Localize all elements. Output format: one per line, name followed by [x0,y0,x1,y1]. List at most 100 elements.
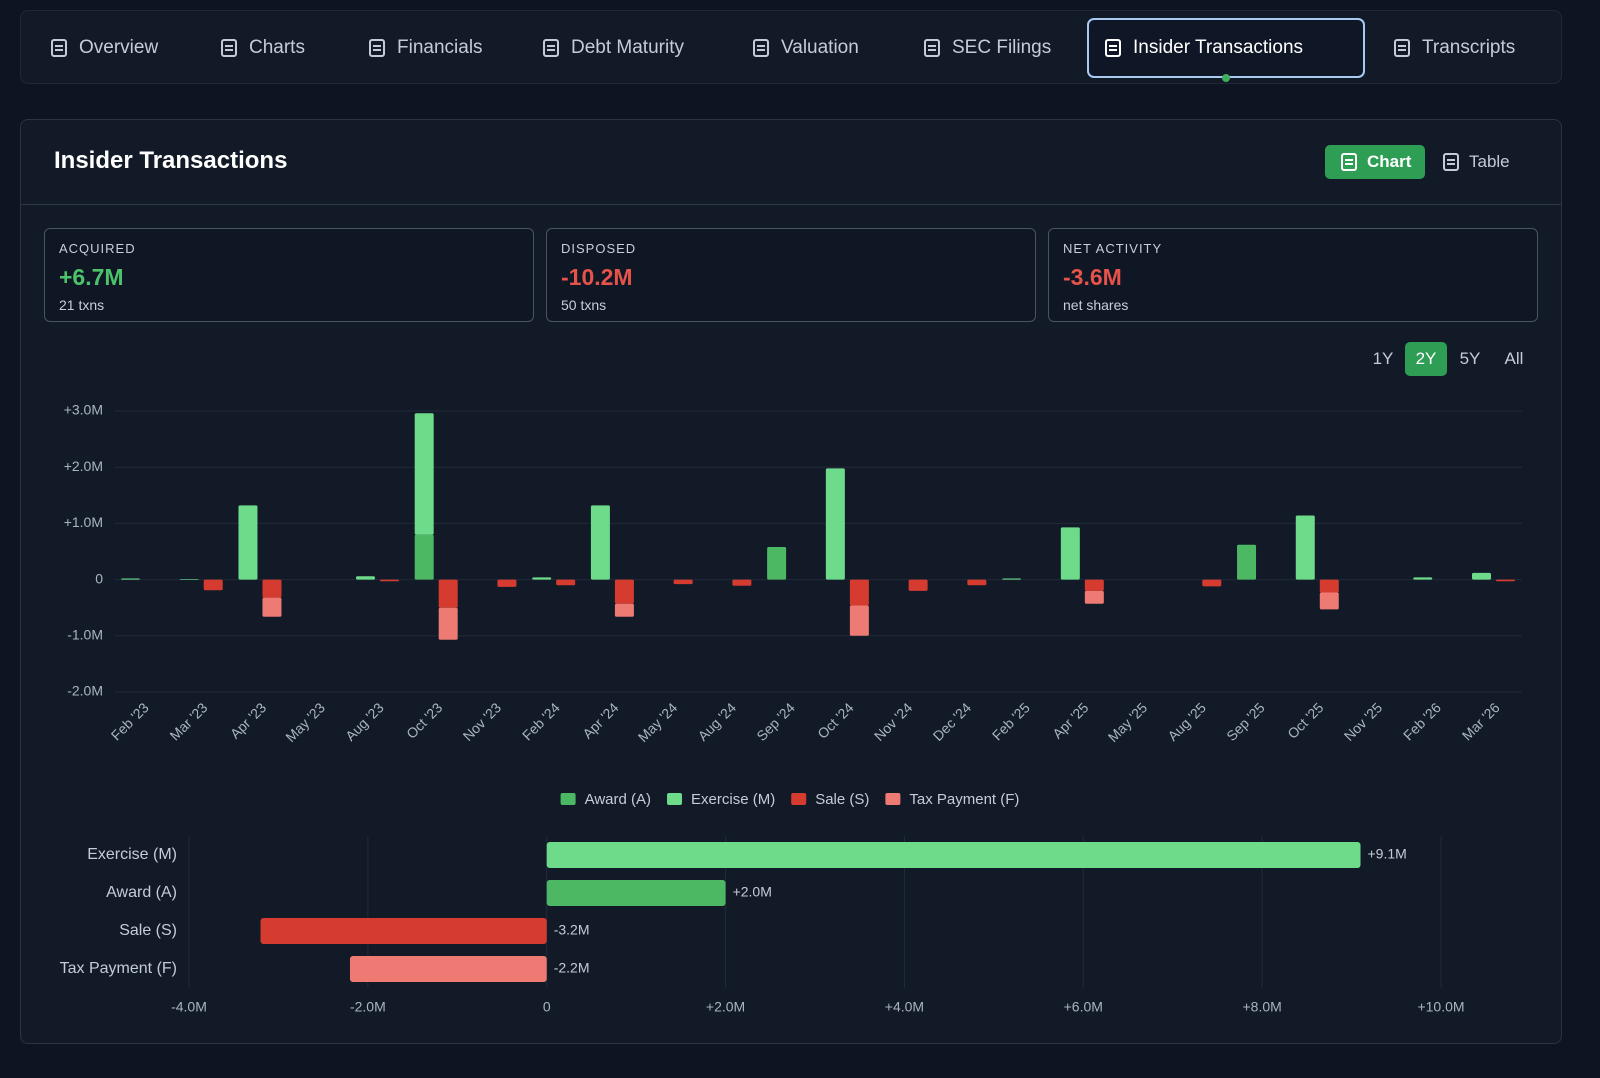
header-divider [21,204,1561,205]
view-button[interactable]: Table [1427,145,1524,179]
bar [438,579,458,608]
x-tick-label: Nov '25 [1341,699,1386,744]
nav-tab[interactable]: SEC Filings [908,18,1065,78]
tab-label: Charts [249,37,305,58]
x-tick-label: Sep '24 [753,699,798,744]
icon-shape [753,39,769,57]
x-tick-label: 0 [543,999,551,1015]
icon-shape [1443,153,1459,171]
y-tick-label: +3.0M [64,402,103,418]
nav-tab[interactable]: Insider Transactions [1087,18,1365,78]
active-dot [1222,74,1230,82]
range-button[interactable]: 1Y [1372,349,1394,368]
x-tick-label: Mar '26 [1459,699,1503,743]
y-tick-label: -1.0M [67,627,103,643]
category-label: Tax Payment (F) [60,960,177,977]
card-value: +6.7M [59,264,124,290]
icon [543,39,559,57]
value-label: +9.1M [1368,846,1407,862]
card-label: NET ACTIVITY [1063,241,1163,256]
x-tick-label: May '24 [635,699,681,745]
x-tick-label: Feb '26 [1400,699,1444,743]
x-tick-label: Feb '25 [989,699,1033,743]
icon [51,39,67,57]
range-button[interactable]: All [1504,349,1524,368]
icon [924,39,940,57]
icon [753,39,769,57]
bar [1060,527,1080,580]
bar [238,505,258,580]
card-value: -3.6M [1063,264,1122,290]
card-note: net shares [1063,297,1129,313]
tab-label: Insider Transactions [1133,37,1304,58]
category-label: Sale (S) [119,922,177,939]
bar [1084,579,1104,591]
bar [767,547,787,580]
legend-swatch [885,793,901,805]
view-label: Chart [1367,152,1412,171]
value-label: -3.2M [554,922,590,938]
nav-tab[interactable]: Transcripts [1378,18,1529,78]
x-tick-label: +4.0M [885,999,924,1015]
icon [1394,39,1410,57]
x-tick-label: Apr '25 [1049,699,1092,742]
y-tick-label: +2.0M [64,458,103,474]
bar [262,597,282,617]
icon-shape [924,39,940,57]
bar [121,578,140,580]
stat-card: DISPOSED -10.2M 50 txns [546,228,1036,322]
card-value: -10.2M [561,264,633,290]
bar [414,534,434,580]
bar [1202,579,1222,587]
nav-tab[interactable]: Financials [353,18,497,78]
x-tick-label: Aug '24 [695,699,740,744]
bar [262,579,282,598]
x-tick-label: Nov '23 [460,699,505,744]
value-label: -2.2M [554,960,590,976]
nav-tab[interactable]: Valuation [737,18,873,78]
stat-card: NET ACTIVITY -3.6M net shares [1048,228,1538,322]
nav-tab[interactable]: Debt Maturity [527,18,698,78]
category-label: Award (A) [106,884,177,901]
y-tick-label: +1.0M [64,514,103,530]
bar [203,579,223,591]
legend-label: Exercise (M) [691,791,775,808]
legend-swatch [560,793,576,805]
nav-tab[interactable]: Overview [35,18,172,78]
x-tick-label: Oct '23 [403,699,446,742]
nav-bar: Overview Charts Financials Debt Maturity Val… [20,10,1562,84]
legend-label: Sale (S) [815,791,869,808]
stat-card: ACQUIRED +6.7M 21 txns [44,228,534,322]
tab-label: Transcripts [1422,37,1516,58]
icon [221,39,237,57]
bar [590,505,610,580]
bar [349,956,547,982]
legend-label: Tax Payment (F) [909,791,1019,808]
range-button[interactable]: 5Y [1459,349,1481,368]
bar [546,842,1361,868]
bar [825,468,845,580]
bar [497,579,517,587]
bar [1413,577,1433,580]
icon-shape [1341,153,1357,171]
card-note: 50 txns [561,297,607,313]
icon [1443,153,1459,171]
legend-swatch [791,793,807,805]
card-label: ACQUIRED [59,241,136,256]
range-button[interactable]: 2Y [1405,342,1447,376]
card-label: DISPOSED [561,241,637,256]
bar [556,579,576,586]
view-label: Table [1469,152,1510,171]
view-button[interactable]: Chart [1325,145,1426,179]
bar [1295,515,1315,580]
icon-shape [221,39,237,57]
x-tick-label: Oct '24 [814,699,857,742]
nav-tab[interactable]: Charts [205,18,319,78]
x-tick-label: +10.0M [1417,999,1464,1015]
bar [849,579,869,606]
bar [438,607,458,640]
icon [1105,39,1121,57]
bar [967,579,987,586]
category-label: Exercise (M) [87,846,177,863]
